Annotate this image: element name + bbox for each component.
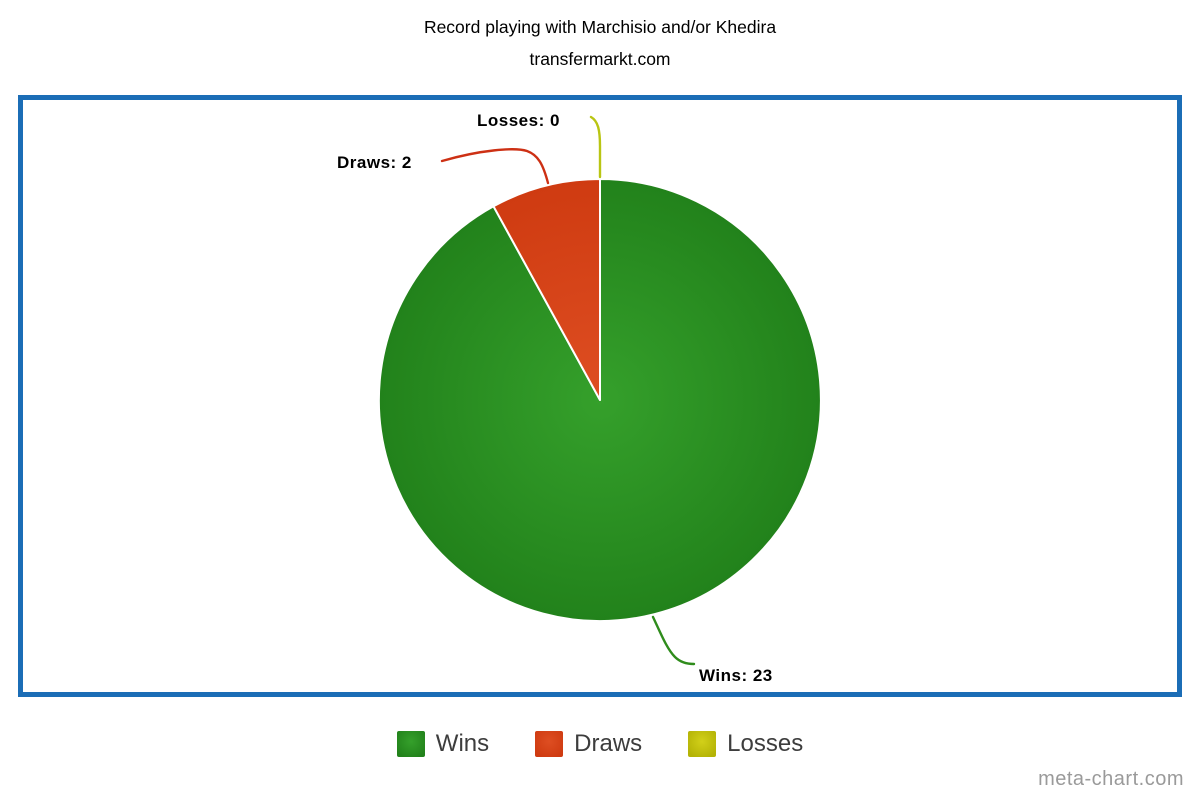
- chart-frame: [18, 95, 1182, 697]
- legend-label-wins: Wins: [435, 730, 490, 757]
- slice-label-wins: Wins: 23: [699, 666, 773, 685]
- slice-label-draws: Draws: 2: [337, 153, 412, 172]
- chart-subtitle: transfermarkt.com: [529, 49, 671, 69]
- legend-item-draws: Draws: [535, 730, 642, 758]
- legend-item-wins: Wins: [396, 730, 490, 758]
- legend-swatch-wins: [396, 731, 425, 757]
- slice-label-losses: Losses: 0: [477, 111, 560, 130]
- legend-label-losses: Losses: [727, 730, 804, 757]
- watermark: meta-chart.com: [1038, 768, 1184, 790]
- chart-title: Record playing with Marchisio and/or Khe…: [423, 17, 777, 37]
- legend: Wins Draws Losses: [0, 730, 1200, 758]
- legend-swatch-draws: [535, 731, 564, 757]
- legend-swatch-losses: [688, 731, 717, 757]
- legend-item-losses: Losses: [688, 730, 803, 758]
- legend-label-draws: Draws: [574, 730, 643, 757]
